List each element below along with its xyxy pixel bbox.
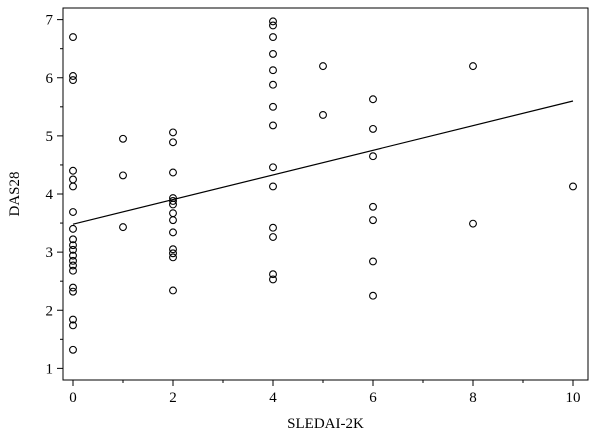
data-point xyxy=(369,257,377,266)
data-point xyxy=(169,209,177,218)
data-point xyxy=(269,21,277,30)
x-tick-label: 2 xyxy=(169,390,177,406)
data-point xyxy=(69,208,77,216)
y-tick-label: 3 xyxy=(46,245,54,261)
data-point xyxy=(269,121,277,130)
data-point xyxy=(369,216,377,225)
y-tick-label: 1 xyxy=(46,361,54,377)
data-point xyxy=(69,283,77,292)
data-point xyxy=(169,168,177,177)
data-point xyxy=(269,33,277,42)
data-point xyxy=(269,66,277,75)
data-point xyxy=(119,134,127,143)
data-point xyxy=(69,345,77,354)
data-point xyxy=(119,223,127,232)
data-point xyxy=(69,287,77,296)
data-point xyxy=(319,62,327,71)
x-tick-label: 10 xyxy=(566,390,581,406)
data-point xyxy=(69,76,77,85)
data-point xyxy=(169,253,177,262)
data-point xyxy=(369,202,377,211)
data-point xyxy=(69,256,77,265)
data-point xyxy=(169,228,177,237)
data-point xyxy=(69,261,77,270)
data-point xyxy=(269,270,277,279)
y-tick-label: 5 xyxy=(46,129,54,145)
data-point xyxy=(69,235,77,244)
data-point xyxy=(69,182,77,191)
data-point xyxy=(169,286,177,295)
data-points xyxy=(69,17,577,354)
data-point xyxy=(69,72,77,80)
regression-line-group xyxy=(72,100,574,225)
x-tick-label: 6 xyxy=(369,390,377,406)
data-point xyxy=(169,128,177,137)
data-point xyxy=(469,219,477,228)
y-axis-label: DAS28 xyxy=(7,171,23,216)
data-point xyxy=(369,291,377,300)
x-tick-label: 0 xyxy=(69,390,77,406)
y-tick-label: 6 xyxy=(46,71,54,87)
x-tick-label: 4 xyxy=(269,390,277,406)
data-point xyxy=(369,152,377,161)
data-point xyxy=(469,62,477,71)
data-point xyxy=(369,95,377,104)
data-point xyxy=(269,163,277,172)
data-point xyxy=(319,110,327,119)
regression-line xyxy=(72,100,574,225)
y-axis: 1 2 3 4 5 6 7 xyxy=(46,13,63,377)
y-tick-label: 4 xyxy=(46,187,54,203)
data-point xyxy=(169,249,177,258)
data-point xyxy=(269,102,277,111)
data-point xyxy=(69,321,77,330)
data-point xyxy=(169,245,177,254)
data-point xyxy=(169,138,177,147)
x-axis-label: SLEDAI-2K xyxy=(287,416,364,432)
x-axis: 0 2 4 6 8 10 xyxy=(69,380,581,406)
y-tick-label: 7 xyxy=(46,13,54,29)
y-tick-label: 2 xyxy=(46,303,54,319)
data-point xyxy=(169,216,177,225)
data-point xyxy=(69,266,77,275)
data-point xyxy=(69,175,77,184)
data-point xyxy=(269,80,277,89)
data-point xyxy=(269,17,277,26)
data-point xyxy=(119,171,127,180)
data-point xyxy=(69,166,77,175)
data-point xyxy=(369,124,377,133)
data-point xyxy=(269,182,277,191)
data-point xyxy=(269,223,277,232)
data-point xyxy=(69,315,77,324)
data-point xyxy=(569,182,577,191)
data-point xyxy=(269,49,277,58)
data-point xyxy=(69,224,77,233)
data-point xyxy=(69,251,77,260)
data-point xyxy=(269,233,277,241)
x-tick-label: 8 xyxy=(469,390,477,406)
data-point xyxy=(269,275,277,284)
data-point xyxy=(169,197,177,205)
data-point xyxy=(69,245,77,254)
data-point xyxy=(69,241,77,250)
data-point xyxy=(69,33,77,42)
data-point xyxy=(169,200,177,209)
